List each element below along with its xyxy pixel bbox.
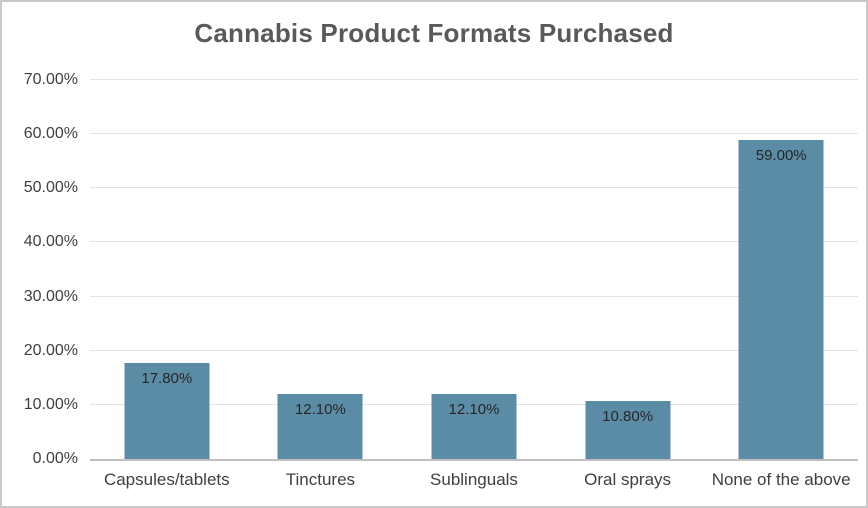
plot-area: 17.80% 12.10% 12.10% 10.80% 59.00%	[90, 79, 858, 461]
y-tick-label: 60.00%	[23, 125, 78, 143]
bar: 12.10%	[277, 393, 363, 459]
bar-column: 12.10%	[244, 80, 398, 459]
bar-value-label: 12.10%	[448, 400, 500, 418]
gridline	[90, 349, 858, 351]
bar: 12.10%	[431, 393, 517, 459]
x-category-label: Sublinguals	[430, 470, 518, 489]
y-tick-label: 50.00%	[23, 179, 78, 197]
bar-value-label: 12.10%	[294, 400, 346, 418]
y-tick-label: 20.00%	[23, 341, 78, 359]
x-category-label: Capsules/tablets	[103, 470, 230, 489]
gridline	[90, 241, 858, 243]
y-tick-label: 0.00%	[32, 450, 78, 467]
gridline	[90, 79, 858, 80]
y-tick-label: 30.00%	[23, 287, 78, 305]
x-category-label: Oral sprays	[584, 470, 672, 489]
bar: 59.00%	[738, 139, 824, 459]
x-category-label: None of the above	[711, 470, 851, 489]
bar: 17.80%	[124, 362, 210, 459]
bar: 10.80%	[585, 400, 671, 459]
bar-column: 17.80%	[90, 80, 244, 459]
y-tick-label: 40.00%	[23, 233, 78, 251]
chart-title: Cannabis Product Formats Purchased	[194, 18, 674, 48]
y-tick-label: 70.00%	[23, 71, 78, 88]
x-category-label: Tinctures	[285, 470, 356, 489]
bar-column: 12.10%	[397, 80, 551, 459]
bar-value-label: 10.80%	[602, 407, 654, 425]
bar-column: 10.80%	[551, 80, 705, 459]
gridline	[90, 295, 858, 297]
x-axis-labels: Capsules/tablets Tinctures Sublinguals Oral…	[90, 470, 858, 490]
bar-column: 59.00%	[704, 80, 858, 459]
gridline	[90, 133, 858, 135]
bar-value-label: 59.00%	[755, 146, 807, 164]
y-tick-label: 10.00%	[23, 395, 78, 413]
gridline	[90, 187, 858, 189]
bar-value-label: 17.80%	[141, 369, 193, 387]
